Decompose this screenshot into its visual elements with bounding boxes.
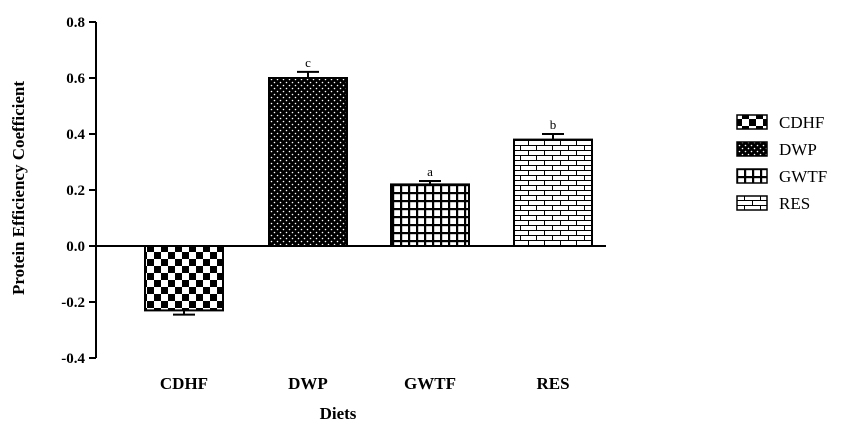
significance-label: b xyxy=(550,117,557,132)
bar-cdhf xyxy=(144,245,224,312)
legend-label: DWP xyxy=(779,140,817,159)
legend-swatch xyxy=(736,141,768,157)
bar-group: CDHF xyxy=(144,245,224,393)
legend-item: DWP xyxy=(736,140,817,159)
y-axis: -0.4 -0.2 0.0 0.2 0.4 0.6 0.8 xyxy=(61,15,97,367)
y-axis-title: Protein Efficiency Coefficient xyxy=(9,81,28,295)
legend-label: GWTF xyxy=(779,167,827,186)
bar-res xyxy=(513,138,593,248)
bar-dwp xyxy=(268,77,348,247)
y-tick-label: 0.0 xyxy=(66,239,85,255)
y-tick-label: -0.2 xyxy=(61,295,85,311)
x-tick-label: GWTF xyxy=(404,374,456,393)
legend-swatch xyxy=(736,114,768,130)
bar-group: a GWTF xyxy=(390,164,470,393)
legend-swatch xyxy=(736,168,768,184)
y-tick-label: -0.4 xyxy=(61,351,85,367)
legend-label: RES xyxy=(779,194,810,213)
legend-label: CDHF xyxy=(779,113,824,132)
bar-group: b RES xyxy=(513,117,593,393)
y-tick-label: 0.2 xyxy=(66,183,85,199)
bars: CDHF c DWP a GWTF b RES xyxy=(144,55,593,393)
x-tick-label: DWP xyxy=(288,374,328,393)
legend-item: GWTF xyxy=(736,167,827,186)
bar-group: c DWP xyxy=(268,55,348,393)
x-tick-label: CDHF xyxy=(160,374,208,393)
significance-label: a xyxy=(427,164,433,179)
legend-item: RES xyxy=(736,194,810,213)
y-tick-label: 0.8 xyxy=(66,15,85,31)
x-axis-title: Diets xyxy=(320,404,357,423)
significance-label: c xyxy=(305,55,311,70)
y-tick-label: 0.4 xyxy=(66,127,85,143)
bar-gwtf xyxy=(390,183,470,247)
y-tick-label: 0.6 xyxy=(66,71,85,87)
legend: CDHF DWP GWTF RES xyxy=(736,113,827,213)
legend-swatch xyxy=(736,195,768,211)
x-tick-label: RES xyxy=(536,374,569,393)
legend-item: CDHF xyxy=(736,113,824,132)
